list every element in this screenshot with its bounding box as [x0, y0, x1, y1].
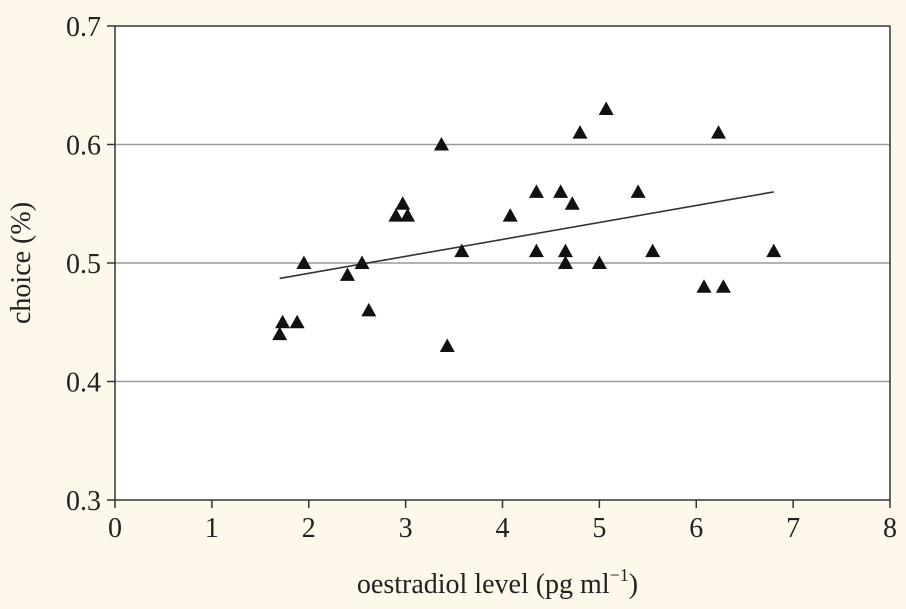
data-point [439, 338, 455, 352]
data-point [572, 125, 588, 139]
y-tick-label: 0.4 [66, 368, 101, 399]
x-tick-label: 5 [592, 513, 606, 544]
axes [107, 25, 891, 508]
x-axis-title-main: oestradiol level (pg ml [357, 569, 610, 600]
data-point [296, 255, 312, 269]
data-point [400, 208, 416, 222]
data-point [630, 184, 646, 198]
y-axis-title: choice (%) [6, 202, 37, 324]
data-point [528, 184, 544, 198]
data-point [598, 101, 614, 115]
data-point [557, 243, 573, 258]
data-point [553, 184, 569, 198]
data-point [395, 196, 411, 210]
y-tick-label: 0.7 [66, 12, 101, 43]
data-point [454, 243, 470, 258]
gridlines [115, 143, 890, 383]
x-tick-label: 8 [883, 513, 897, 544]
data-point [340, 267, 355, 281]
x-tick-label: 4 [496, 513, 510, 544]
data-point [354, 255, 370, 269]
data-point [433, 137, 449, 151]
data-point [564, 196, 580, 210]
data-point [275, 314, 291, 329]
data-point [388, 208, 404, 222]
data-point [645, 243, 661, 258]
data-point [361, 302, 377, 317]
data-point [557, 255, 573, 269]
y-tick-label: 0.5 [66, 249, 101, 280]
x-tick-label: 0 [108, 513, 122, 544]
data-point [711, 125, 727, 139]
y-tick-label: 0.3 [66, 486, 101, 517]
x-tick-label: 1 [205, 513, 219, 544]
y-tick-label: 0.6 [66, 131, 101, 162]
x-axis-title: oestradiol level (pg ml−1) [357, 565, 638, 600]
data-point [766, 243, 782, 258]
data-points [272, 101, 782, 352]
x-tick-label: 3 [399, 513, 413, 544]
x-tick-label: 6 [689, 513, 703, 544]
data-point [715, 279, 731, 293]
tick-labels: 0.3 0.4 0.5 0.6 0.7 0 1 2 3 4 5 6 7 8 [66, 12, 897, 544]
data-point [591, 255, 607, 269]
data-point [696, 279, 712, 293]
x-tick-label: 2 [302, 513, 316, 544]
x-axis-title-suffix: ) [629, 569, 638, 600]
data-point [502, 208, 518, 222]
x-axis-title-superscript: −1 [610, 565, 629, 585]
data-point [289, 314, 305, 329]
data-point [528, 243, 544, 258]
data-point [272, 326, 288, 341]
x-tick-label: 7 [786, 513, 800, 544]
